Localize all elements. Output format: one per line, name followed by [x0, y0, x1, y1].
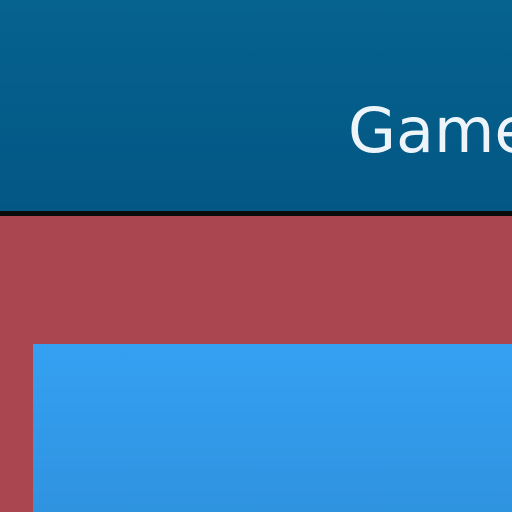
top-bar-title: Game: [348, 94, 512, 167]
top-bar-divider: [0, 211, 512, 216]
content-pane[interactable]: [33, 344, 512, 512]
top-bar: Game: [0, 0, 512, 211]
